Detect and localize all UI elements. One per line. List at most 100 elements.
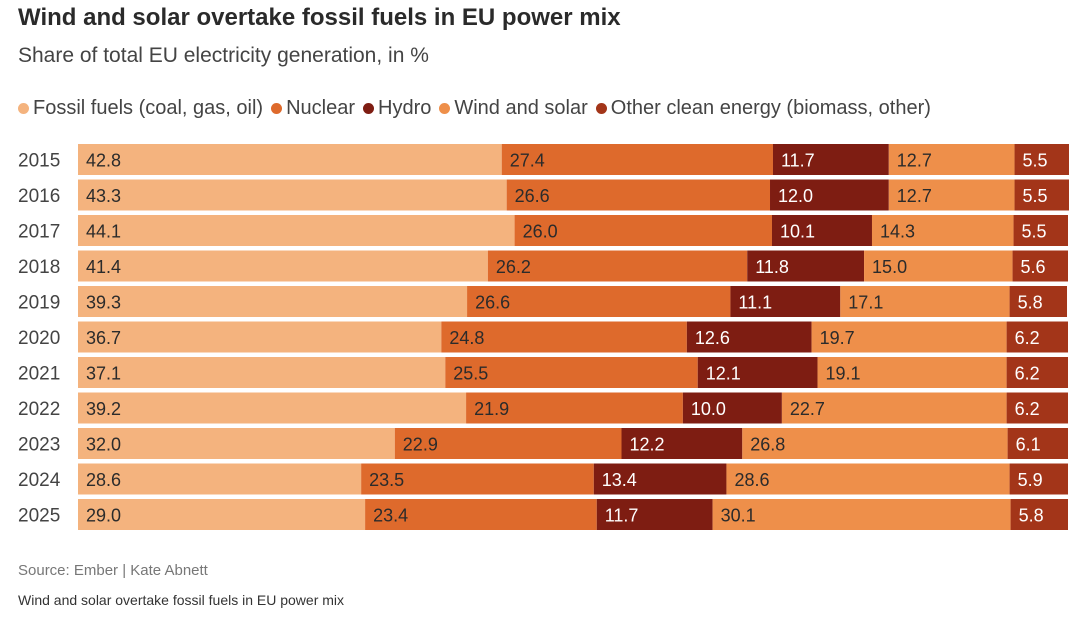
value-label-fossil-2017: 44.1 <box>86 222 121 242</box>
bar-nuclear-2021 <box>445 357 698 388</box>
legend-swatch-fossil <box>18 103 29 114</box>
year-label-2020: 2020 <box>18 328 60 349</box>
value-label-nuclear-2021: 25.5 <box>453 364 488 384</box>
value-label-other-2022: 6.2 <box>1015 399 1040 419</box>
bar-fossil-2019 <box>78 286 468 317</box>
bar-nuclear-2024 <box>361 463 594 495</box>
value-label-other-2020: 6.2 <box>1015 328 1040 348</box>
value-label-other-2019: 5.8 <box>1018 293 1043 313</box>
bar-nuclear-2020 <box>441 321 687 353</box>
bar-wind_solar-2021 <box>817 357 1007 388</box>
year-label-2017: 2017 <box>18 222 60 243</box>
legend-swatch-wind-solar <box>439 103 451 114</box>
value-label-fossil-2022: 39.2 <box>86 399 121 419</box>
legend: Fossil fuels (coal, gas, oil) Nuclear Hy… <box>18 97 939 120</box>
value-label-hydro-2023: 12.2 <box>630 435 665 455</box>
bar-fossil-2024 <box>78 463 362 495</box>
bar-nuclear-2016 <box>506 179 771 211</box>
value-label-hydro-2021: 12.1 <box>706 364 741 384</box>
bar-other-2019 <box>1009 286 1068 317</box>
value-label-hydro-2019: 11.1 <box>738 293 772 313</box>
legend-label-nuclear: Nuclear <box>286 97 355 119</box>
value-label-wind_solar-2018: 15.0 <box>872 257 907 277</box>
value-label-other-2025: 5.8 <box>1019 506 1044 526</box>
value-label-wind_solar-2016: 12.7 <box>897 186 932 206</box>
source-note: Source: Ember | Kate Abnett <box>18 562 208 579</box>
value-label-hydro-2024: 13.4 <box>602 470 637 490</box>
bar-other-2022 <box>1006 392 1068 424</box>
legend-swatch-other <box>595 103 607 114</box>
value-label-other-2017: 5.5 <box>1022 222 1047 242</box>
legend-item-hydro: Hydro <box>363 97 431 120</box>
year-label-2016: 2016 <box>18 186 60 207</box>
bar-fossil-2022 <box>78 392 467 424</box>
bar-hydro-2015 <box>772 144 889 175</box>
bar-fossil-2017 <box>78 215 515 246</box>
legend-item-other: Other clean energy (biomass, other) <box>595 97 931 120</box>
value-label-fossil-2018: 41.4 <box>86 257 121 277</box>
legend-swatch-hydro <box>363 103 374 114</box>
value-label-wind_solar-2022: 22.7 <box>790 399 825 419</box>
bar-hydro-2019 <box>730 286 841 317</box>
bar-fossil-2025 <box>78 499 366 530</box>
bar-other-2024 <box>1009 463 1068 495</box>
value-label-fossil-2021: 37.1 <box>86 364 121 384</box>
bar-wind_solar-2017 <box>871 215 1014 246</box>
value-label-wind_solar-2025: 30.1 <box>721 506 756 526</box>
value-label-nuclear-2020: 24.8 <box>449 328 484 348</box>
legend-item-fossil: Fossil fuels (coal, gas, oil) <box>18 97 263 120</box>
bar-nuclear-2023 <box>394 428 622 459</box>
value-label-fossil-2019: 39.3 <box>86 293 121 313</box>
bar-other-2020 <box>1006 321 1068 353</box>
year-label-2019: 2019 <box>18 293 60 314</box>
value-label-wind_solar-2015: 12.7 <box>897 151 932 171</box>
bar-fossil-2015 <box>78 144 502 175</box>
year-label-2025: 2025 <box>18 506 60 527</box>
legend-label-other: Other clean energy (biomass, other) <box>610 97 931 119</box>
bar-hydro-2018 <box>747 250 865 282</box>
bar-other-2023 <box>1007 428 1068 459</box>
value-label-other-2016: 5.5 <box>1023 186 1048 206</box>
bar-fossil-2016 <box>78 179 507 211</box>
bar-hydro-2016 <box>770 179 889 211</box>
bar-fossil-2018 <box>78 250 488 282</box>
value-label-other-2023: 6.1 <box>1016 435 1041 455</box>
value-label-hydro-2017: 10.1 <box>780 222 815 242</box>
value-label-fossil-2025: 29.0 <box>86 506 121 526</box>
value-label-fossil-2016: 43.3 <box>86 186 121 206</box>
bar-fossil-2023 <box>78 428 395 459</box>
bar-other-2015 <box>1014 144 1069 175</box>
year-label-2023: 2023 <box>18 435 60 456</box>
footer-caption: Wind and solar overtake fossil fuels in … <box>18 592 345 608</box>
bar-wind_solar-2023 <box>742 428 1008 459</box>
value-label-wind_solar-2021: 19.1 <box>826 364 861 384</box>
value-label-fossil-2020: 36.7 <box>86 328 121 348</box>
value-label-wind_solar-2017: 14.3 <box>880 222 915 242</box>
bar-wind_solar-2025 <box>712 499 1011 530</box>
value-label-other-2018: 5.6 <box>1021 257 1046 277</box>
bar-hydro-2023 <box>621 428 743 459</box>
bar-hydro-2021 <box>697 357 818 388</box>
bar-nuclear-2022 <box>466 392 683 424</box>
value-label-nuclear-2016: 26.6 <box>515 186 550 206</box>
chart-subtitle: Share of total EU electricity generation… <box>18 44 429 67</box>
bar-other-2017 <box>1013 215 1068 246</box>
bar-other-2025 <box>1010 499 1068 530</box>
value-label-other-2021: 6.2 <box>1015 364 1040 384</box>
bar-hydro-2017 <box>771 215 872 246</box>
value-label-hydro-2022: 10.0 <box>691 399 726 419</box>
bar-nuclear-2015 <box>501 144 773 175</box>
bar-wind_solar-2016 <box>888 179 1015 211</box>
legend-swatch-nuclear <box>271 103 283 114</box>
bar-nuclear-2017 <box>514 215 772 246</box>
bar-hydro-2024 <box>593 463 727 495</box>
chart-title: Wind and solar overtake fossil fuels in … <box>18 4 621 31</box>
value-label-hydro-2025: 11.7 <box>605 506 639 526</box>
value-label-wind_solar-2019: 17.1 <box>848 293 883 313</box>
bar-wind_solar-2020 <box>811 321 1007 353</box>
value-label-wind_solar-2024: 28.6 <box>734 470 769 490</box>
bar-hydro-2022 <box>682 392 782 424</box>
legend-label-hydro: Hydro <box>378 97 432 119</box>
value-label-nuclear-2023: 22.9 <box>403 435 438 455</box>
legend-label-wind-solar: Wind and solar <box>454 97 588 119</box>
